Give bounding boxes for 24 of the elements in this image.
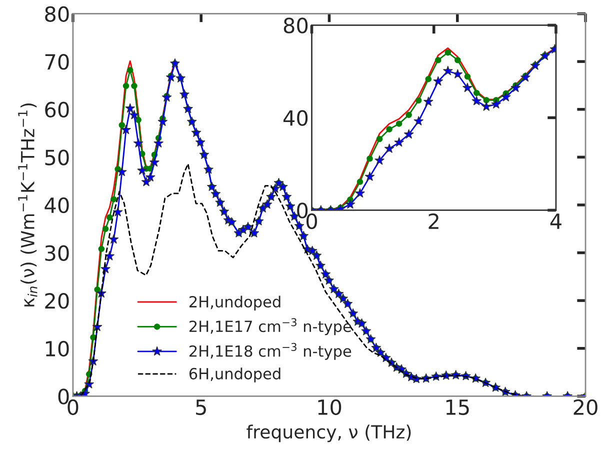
x-tick-label: 10 [318, 399, 342, 416]
text: κ$_{in}$(ν) (Wm$^{−1}$K$^{−1}$THz$^{−1}$) [18, 104, 38, 306]
y-tick-label: 10 [46, 340, 69, 357]
y-tick-label: 20 [45, 293, 69, 309]
y-tick-label: 70 [45, 54, 69, 70]
legend-label: 2H,1E18 cm$^{−3}$ n-type [190, 342, 352, 360]
y-tick-label: 80 [45, 6, 69, 22]
x-tick-label: 2 [428, 213, 438, 229]
y-tick-label: 0 [297, 202, 308, 218]
y-tick-label: 0 [58, 388, 69, 404]
x-tick-label: 5 [196, 400, 206, 416]
y-tick-label: 30 [45, 245, 69, 261]
y-tick-label: 50 [45, 150, 69, 166]
y-tick-label: 40 [283, 110, 308, 126]
y-tick-label: 60 [45, 102, 69, 118]
legend-label: 2H,1E17 cm$^{−3}$ n-type [190, 318, 352, 336]
x-axis-title: frequency, ν (THz) [246, 424, 411, 442]
y-tick-label: 80 [284, 18, 308, 34]
legend-label: 6H,undoped [189, 368, 280, 382]
y-tick-label: 40 [44, 197, 69, 214]
x-tick-label: 15 [446, 400, 469, 416]
x-tick-label: 4 [550, 214, 562, 229]
x-tick-label: 20 [574, 399, 598, 416]
legend-label: 2H,undoped [190, 296, 280, 310]
